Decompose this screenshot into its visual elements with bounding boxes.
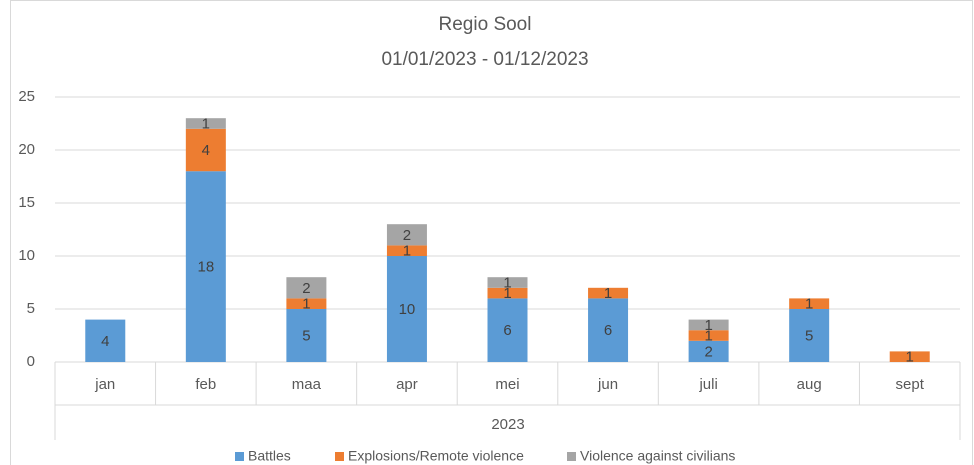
bar-segment bbox=[588, 287, 629, 299]
data-label: 4 bbox=[101, 333, 109, 350]
legend-label: Battles bbox=[248, 448, 291, 464]
data-label: 1 bbox=[906, 349, 914, 366]
bar-segment bbox=[889, 351, 930, 362]
bar-segment bbox=[688, 330, 729, 341]
chart-title: Regio Sool bbox=[439, 14, 532, 35]
bar-segment bbox=[185, 118, 226, 129]
bar-segment bbox=[789, 298, 830, 309]
data-label: 1 bbox=[202, 115, 210, 132]
data-label: 1 bbox=[503, 285, 511, 302]
bar-segment bbox=[789, 309, 830, 362]
x-tick-label: maa bbox=[292, 376, 322, 393]
legend-label: Explosions/Remote violence bbox=[348, 448, 524, 464]
bar-segment bbox=[588, 298, 629, 362]
bar-segment bbox=[487, 298, 528, 362]
data-label: 1 bbox=[403, 243, 411, 260]
data-label: 1 bbox=[805, 296, 813, 313]
data-label: 5 bbox=[302, 327, 310, 344]
x-tick-label: sept bbox=[896, 376, 925, 393]
bar-segment bbox=[487, 287, 528, 299]
legend-swatch bbox=[567, 452, 576, 461]
y-tick-label: 25 bbox=[18, 88, 35, 105]
x-tick-label: mei bbox=[495, 376, 519, 393]
bar-segment bbox=[487, 277, 528, 288]
group-label: 2023 bbox=[491, 416, 524, 433]
x-tick-label: jun bbox=[597, 376, 618, 393]
data-label: 6 bbox=[503, 322, 511, 339]
data-label: 2 bbox=[302, 280, 310, 297]
bar-segment bbox=[286, 277, 327, 299]
bar-segment bbox=[185, 171, 226, 362]
legend-label: Violence against civilians bbox=[580, 448, 735, 464]
y-tick-label: 10 bbox=[18, 247, 35, 264]
legend-swatch bbox=[235, 452, 244, 461]
data-label: 1 bbox=[704, 327, 712, 344]
data-label: 1 bbox=[704, 317, 712, 334]
bar-segment bbox=[688, 319, 729, 331]
x-tick-label: apr bbox=[396, 376, 418, 393]
data-label: 1 bbox=[503, 274, 511, 291]
y-tick-label: 20 bbox=[18, 141, 35, 158]
legend-swatch bbox=[335, 452, 344, 461]
bar-segment bbox=[185, 128, 226, 172]
data-label: 5 bbox=[805, 327, 813, 344]
data-label: 10 bbox=[399, 301, 416, 318]
bar-segment bbox=[286, 309, 327, 362]
x-tick-label: aug bbox=[797, 376, 822, 393]
data-label: 1 bbox=[302, 296, 310, 313]
x-tick-label: juli bbox=[698, 376, 717, 393]
bar-segment bbox=[286, 298, 327, 309]
bar-segment bbox=[386, 245, 427, 256]
y-tick-label: 15 bbox=[18, 194, 35, 211]
y-tick-label: 0 bbox=[27, 353, 35, 370]
bar-segment bbox=[386, 256, 427, 362]
bar-segment bbox=[688, 340, 729, 362]
bar-segment bbox=[386, 224, 427, 246]
data-label: 18 bbox=[197, 259, 214, 276]
x-tick-label: jan bbox=[94, 376, 115, 393]
data-label: 4 bbox=[202, 142, 210, 159]
bar-segment bbox=[85, 319, 126, 362]
x-tick-label: feb bbox=[195, 376, 216, 393]
data-label: 1 bbox=[604, 285, 612, 302]
chart-frame bbox=[10, 0, 973, 465]
chart-subtitle: 01/01/2023 - 01/12/2023 bbox=[381, 49, 588, 70]
data-label: 2 bbox=[704, 343, 712, 360]
data-label: 6 bbox=[604, 322, 612, 339]
y-tick-label: 5 bbox=[27, 300, 35, 317]
data-label: 2 bbox=[403, 227, 411, 244]
